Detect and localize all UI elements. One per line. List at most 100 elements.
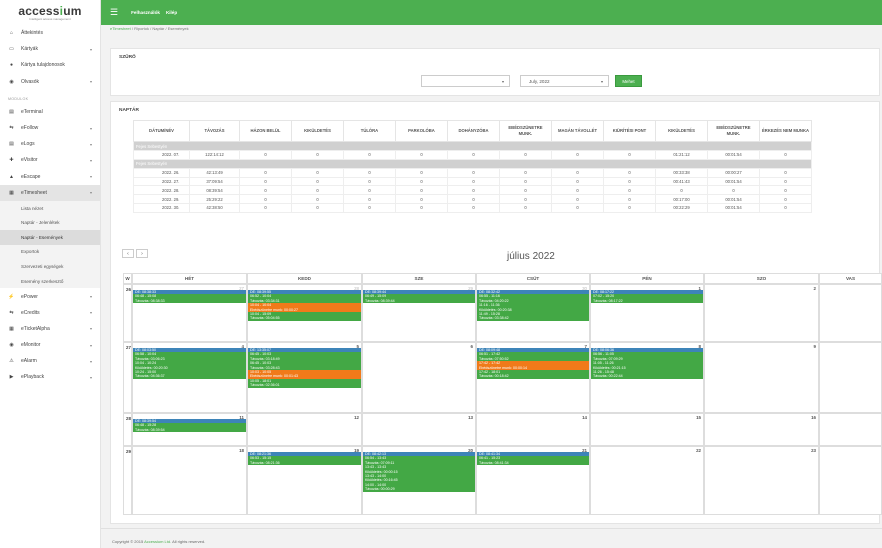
calendar-event[interactable]: 06:53 - 15:15	[248, 456, 361, 461]
calendar-event[interactable]: Ebédszünetre munk: 00:00:27	[248, 307, 361, 312]
calendar-event[interactable]: 06:55 - 11:16	[477, 294, 589, 299]
calendar-day-cell[interactable]	[819, 342, 882, 413]
calendar-event[interactable]: Távozás: 03:18:49	[248, 356, 361, 362]
calendar-event[interactable]: Távozás: 00:22:44	[591, 374, 703, 379]
calendar-event[interactable]: 11:26 - 15:48	[591, 370, 703, 375]
calendar-event[interactable]: 06:48 - 15:08	[133, 294, 246, 299]
sidebar-item[interactable]: ⚡ ePower ▾	[0, 288, 100, 304]
calendar-event[interactable]: DE: 08:21:36	[248, 452, 361, 457]
prev-month-button[interactable]: ‹	[122, 249, 134, 258]
calendar-event[interactable]: 06:52 - 10:04	[248, 294, 361, 299]
calendar-event[interactable]: DE: 08:06:36	[591, 348, 703, 353]
calendar-event[interactable]: 10:04 - 15:09	[248, 312, 361, 317]
breadcrumb-item[interactable]: eTimesheet	[110, 26, 131, 31]
calendar-event[interactable]: DE: 08:32:42	[477, 290, 589, 295]
calendar-event[interactable]: Távozás: 08:21:36	[248, 460, 361, 466]
calendar-event[interactable]: 06:58 - 10:04	[133, 352, 246, 357]
calendar-day-cell[interactable]	[819, 413, 882, 446]
calendar-event[interactable]: Távozás: 02:36:01	[248, 383, 361, 388]
calendar-event[interactable]: 10:24 - 15:00	[133, 370, 246, 375]
calendar-event[interactable]: Távozás: 00:18:42	[477, 374, 589, 379]
sidebar-subitem[interactable]: Exportok	[0, 244, 100, 260]
calendar-day-cell[interactable]: 14	[476, 413, 590, 446]
calendar-event[interactable]: Távozás: 07:09:29	[591, 356, 703, 362]
sidebar-item[interactable]: ⌂ Áttekintés	[0, 25, 100, 41]
calendar-event[interactable]: 06:51 - 17:42	[477, 352, 589, 357]
filter-select-person[interactable]: ▾	[421, 75, 510, 87]
next-month-button[interactable]: ›	[136, 249, 148, 258]
calendar-event[interactable]: Távozás: 03:38:42	[477, 316, 589, 321]
sidebar-subitem[interactable]: Naptár - Események	[0, 230, 100, 245]
calendar-event[interactable]: 11:16 - 11:36	[477, 303, 589, 308]
calendar-event[interactable]: 10:03 - 10:05	[248, 370, 361, 375]
calendar-event[interactable]: Kiküldetés: 00:16:45	[363, 478, 475, 483]
calendar-event[interactable]: 13:43 - 14:00	[363, 474, 475, 479]
calendar-event[interactable]: Távozás: 08:41:34	[477, 460, 589, 466]
logo[interactable]: accessium Intelligent access management	[18, 3, 82, 21]
calendar-day-cell[interactable]	[819, 284, 882, 342]
go-button[interactable]: Mehet	[615, 75, 642, 87]
calendar-event[interactable]: DE: 08:39:55	[248, 290, 361, 295]
calendar-event[interactable]: DE: 08:17:22	[591, 290, 703, 295]
calendar-event[interactable]: 06:45 - 10:03	[248, 352, 361, 357]
sidebar-item[interactable]: ✚ eVisitor ▾	[0, 152, 100, 168]
calendar-event[interactable]: Kiküldetés: 00:00:15	[363, 469, 475, 474]
calendar-event[interactable]: DE: 08:03:50	[133, 348, 246, 353]
calendar-day-cell[interactable]: 22	[590, 446, 704, 515]
calendar-event[interactable]: Távozás: 07:50:52	[477, 356, 589, 362]
calendar-day-cell[interactable]: 9	[704, 342, 819, 413]
calendar-event[interactable]: Távozás: 05:04:55	[248, 316, 361, 321]
sidebar-item[interactable]: ◉ Olvasók ▾	[0, 74, 100, 90]
sidebar-subitem[interactable]: Lista nézet	[0, 200, 100, 216]
calendar-event[interactable]: 06:41 - 15:23	[477, 456, 589, 461]
calendar-event[interactable]: 10:04 - 10:24	[133, 361, 246, 366]
sidebar-item[interactable]: ▦ eTimesheet ▾	[0, 184, 100, 201]
sidebar-item[interactable]: ⚠ eAlarm ▾	[0, 353, 100, 369]
footer-company-link[interactable]: Accessium Ltd.	[144, 539, 172, 544]
sidebar-item[interactable]: ▶ ePlayback ▾	[0, 369, 100, 385]
calendar-event[interactable]: Távozás: 07:09:11	[363, 460, 475, 466]
sidebar-subitem[interactable]: Esemény szerkesztő	[0, 273, 100, 289]
calendar-event[interactable]: Távozás: 04:36:37	[133, 374, 246, 379]
calendar-event[interactable]: Távozás: 03:34:31	[248, 298, 361, 304]
calendar-event[interactable]: Távozás: 08:39:54	[133, 427, 246, 433]
sidebar-item[interactable]: ▤ eLogs ▾	[0, 136, 100, 152]
calendar-event[interactable]: 06:54 - 13:43	[363, 456, 475, 461]
calendar-event[interactable]: DE: 13:35:07	[248, 348, 361, 353]
calendar-event[interactable]: 11:49 - 15:28	[477, 312, 589, 317]
filter-select-month[interactable]: July, 2022 ▾	[520, 75, 609, 87]
calendar-day-cell[interactable]: 16	[704, 413, 819, 446]
calendar-event[interactable]: 10:04 - 10:04	[248, 303, 361, 308]
calendar-event[interactable]: Ebédszünetre munk: 00:00:14	[477, 365, 589, 370]
calendar-event[interactable]: Távozás: 03:28:43	[248, 365, 361, 370]
calendar-event[interactable]: 10:05 - 18:01	[248, 378, 361, 384]
calendar-event[interactable]: DE: 08:09:48	[477, 348, 589, 353]
calendar-day-cell[interactable]: 6	[362, 342, 476, 413]
calendar-event[interactable]: 17:42 - 18:01	[477, 370, 589, 375]
sidebar-item[interactable]: ▦ eTicketAlpha ▾	[0, 321, 100, 337]
calendar-event[interactable]: Távozás: 00:00:29	[363, 487, 475, 492]
calendar-event[interactable]: DE: 08:39:54	[133, 419, 246, 424]
calendar-day-cell[interactable]: 12	[247, 413, 362, 446]
calendar-event[interactable]: 13:43 - 13:43	[363, 465, 475, 470]
calendar-day-cell[interactable]: 2	[704, 284, 819, 342]
calendar-event[interactable]: 14:00 - 14:00	[363, 482, 475, 488]
sidebar-item[interactable]: ⇆ eCredits ▾	[0, 305, 100, 321]
calendar-day-cell[interactable]	[819, 446, 882, 515]
sidebar-item[interactable]: ▤ eTerminal	[0, 104, 100, 120]
topbar-link-logout[interactable]: Kilép	[165, 10, 178, 15]
calendar-event[interactable]: DE: 08:41:34	[477, 452, 589, 457]
calendar-event[interactable]: DE: 08:39:44	[363, 290, 475, 295]
calendar-event[interactable]: 06:45 - 10:03	[248, 361, 361, 366]
calendar-event[interactable]: 06:56 - 11:05	[591, 352, 703, 357]
sidebar-subitem[interactable]: Naptár - Jelenlétek	[0, 215, 100, 231]
sidebar-item[interactable]: ⇆ eFollow ▾	[0, 120, 100, 136]
sidebar-item[interactable]: ● Kártya tulajdonosok	[0, 57, 100, 73]
calendar-event[interactable]: Kiküldetés: 00:21:15	[591, 365, 703, 370]
calendar-event[interactable]: Távozás: 04:20:22	[477, 298, 589, 304]
calendar-event[interactable]: Távozás: 03:06:23	[133, 356, 246, 362]
calendar-event[interactable]: Távozás: 08:17:22	[591, 298, 703, 304]
calendar-event[interactable]: 07:02 - 15:20	[591, 294, 703, 299]
calendar-day-cell[interactable]: 13	[362, 413, 476, 446]
sidebar-item[interactable]: ▲ eEscape ▾	[0, 169, 100, 185]
